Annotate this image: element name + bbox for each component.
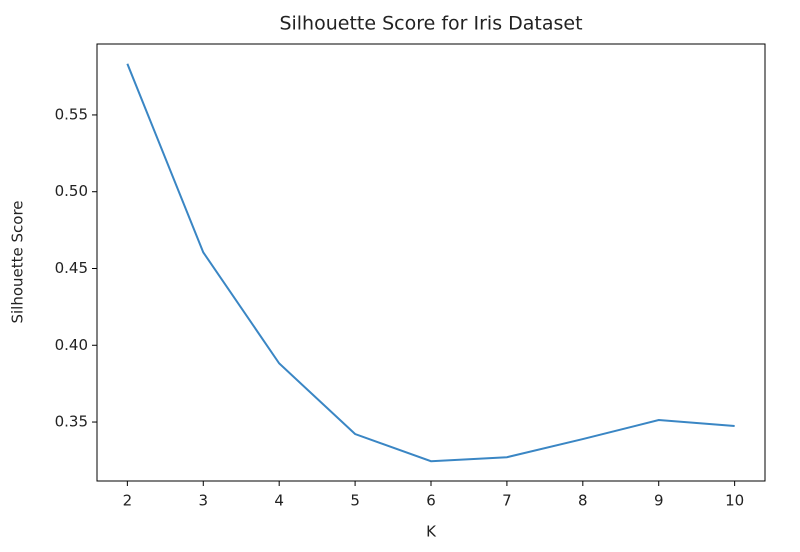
- x-tick-label: 6: [426, 492, 436, 510]
- y-tick-label: 0.40: [55, 336, 88, 354]
- y-tick-label: 0.50: [55, 182, 88, 200]
- x-tick-label: 10: [725, 492, 744, 510]
- plot-frame: [96, 43, 766, 482]
- x-tick-label: 2: [123, 492, 133, 510]
- y-tick-label: 0.55: [55, 105, 88, 123]
- x-tick-label: 3: [198, 492, 208, 510]
- x-tick-label: 5: [350, 492, 360, 510]
- x-tick-label: 4: [274, 492, 284, 510]
- y-axis-label: Silhouette Score: [9, 200, 27, 323]
- line-series: [126, 63, 735, 463]
- x-axis-label: K: [426, 523, 437, 541]
- x-tick-label: 8: [578, 492, 588, 510]
- chart-title: Silhouette Score for Iris Dataset: [279, 13, 582, 35]
- y-tick-label: 0.45: [55, 259, 88, 277]
- x-tick-label: 7: [502, 492, 512, 510]
- y-tick-label: 0.35: [55, 413, 88, 431]
- x-tick-label: 9: [654, 492, 664, 510]
